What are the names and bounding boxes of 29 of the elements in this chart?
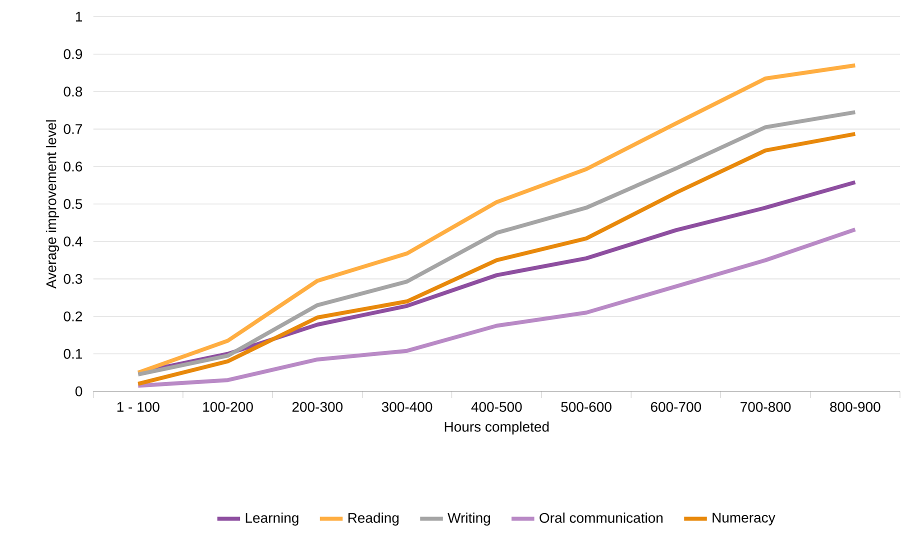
legend-label: Learning bbox=[246, 512, 298, 526]
legend-label: Writing bbox=[448, 512, 490, 526]
x-tick-label: 600-700 bbox=[650, 402, 702, 412]
x-tick-label: 400-500 bbox=[471, 402, 522, 412]
y-tick-label: 0.8 bbox=[64, 86, 82, 97]
x-tick-label: 700-800 bbox=[740, 402, 791, 412]
x-tick-label: 300-400 bbox=[382, 402, 432, 412]
y-tick-label: 1 bbox=[76, 12, 82, 22]
y-tick-label: 0 bbox=[75, 386, 82, 396]
y-axis-title: Average improvement level bbox=[46, 120, 59, 289]
y-tick-label: 0.1 bbox=[64, 348, 82, 359]
line-series bbox=[136, 63, 858, 375]
x-tick-label: 500-600 bbox=[561, 402, 612, 412]
y-tick-label: 0.3 bbox=[64, 274, 82, 284]
x-axis-title: Hours completed bbox=[444, 421, 549, 435]
legend-label: Oral communication bbox=[540, 512, 663, 523]
y-tick-label: 0.9 bbox=[64, 49, 82, 60]
legend-label: Numeracy bbox=[712, 512, 776, 526]
x-tick-label: 800-900 bbox=[830, 402, 880, 412]
line-series bbox=[136, 227, 858, 388]
x-tick-label: 100-200 bbox=[203, 402, 253, 412]
x-tick-label: 1 - 100 bbox=[117, 402, 160, 412]
y-tick-label: 0.4 bbox=[64, 236, 82, 246]
x-tick-label: 200-300 bbox=[292, 402, 343, 412]
y-tick-label: 0.6 bbox=[64, 162, 82, 172]
y-tick-label: 0.5 bbox=[64, 199, 82, 209]
legend-label: Reading bbox=[348, 512, 399, 526]
y-tick-label: 0.7 bbox=[64, 124, 82, 134]
y-tick-label: 0.2 bbox=[64, 311, 82, 322]
